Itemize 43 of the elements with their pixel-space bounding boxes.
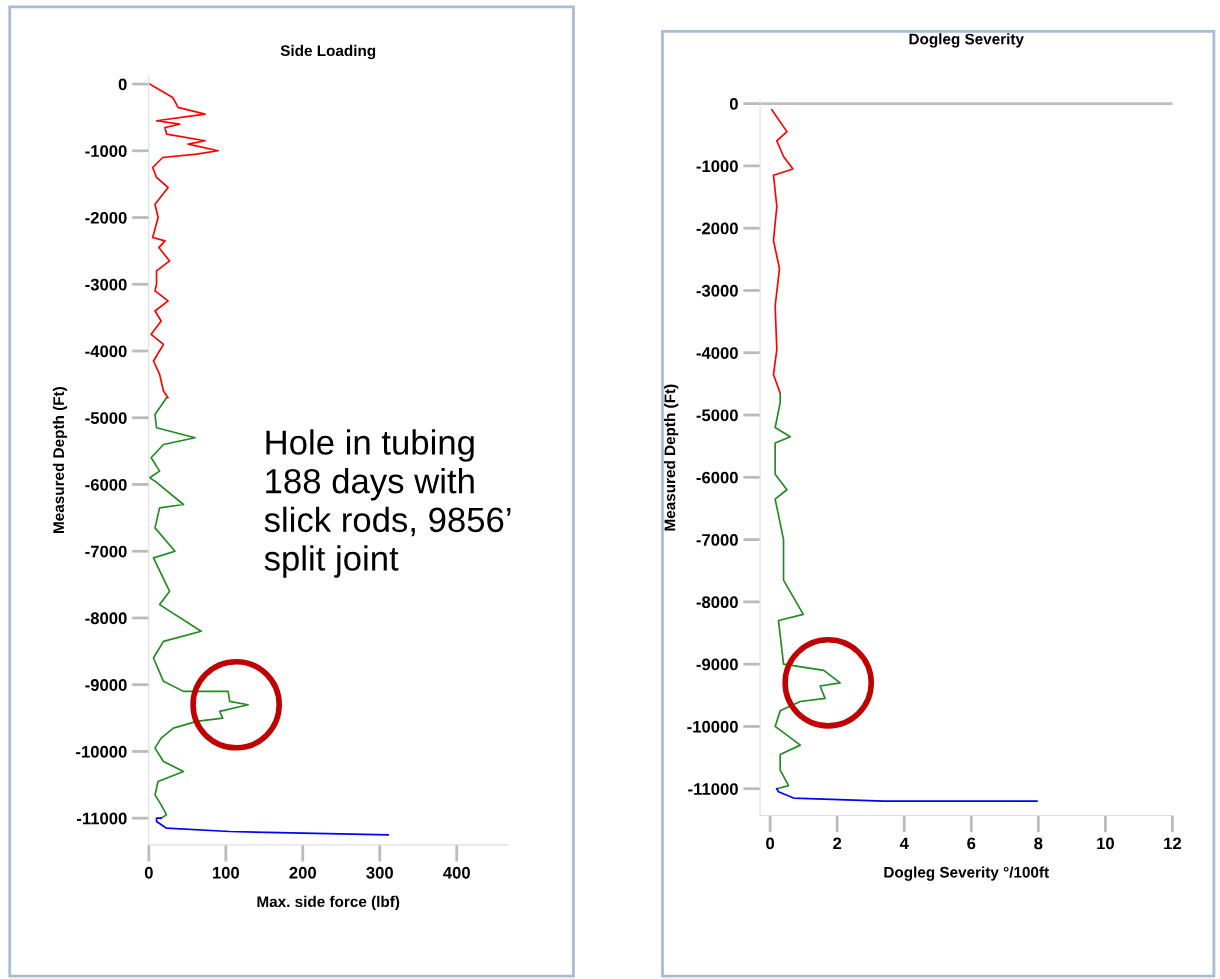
y-tick-label: -5000 [85,412,127,424]
y-tick-label: -8000 [85,612,127,625]
x-tick-label: 200 [289,866,316,879]
y-tick-label: -7000 [85,545,127,558]
y-axis-title: Measured Depth (Ft) [664,384,679,531]
annotation: Hole in tubing 188 days with slick rods, 9856’ split joint [264,429,511,578]
y-tick-label: -1000 [696,160,738,173]
y-axis-title: Measured Depth (Ft) [52,387,68,533]
chart-title: Dogleg Severity [909,33,1024,48]
x-tick-label: 300 [366,866,393,879]
y-tick-label: -11000 [688,783,738,795]
x-tick-label: 400 [443,866,470,879]
x-tick-label: 4 [899,837,909,850]
y-tick-label: -11000 [76,812,127,825]
y-tick-label: -3000 [696,284,738,297]
x-tick-label: 10 [1097,837,1114,850]
x-tick-label: 100 [212,866,240,879]
x-tick-label: 12 [1164,837,1182,850]
y-tick-label: -10000 [687,720,738,733]
x-axis-title: Max. side force (lbf) [257,895,400,911]
x-tick-label: 8 [1034,837,1043,850]
y-tick-label: -8000 [696,596,738,609]
y-tick-label: -9000 [85,679,127,691]
y-tick-label: -4000 [696,347,738,359]
y-tick-label: 0 [729,98,738,110]
y-tick-label: -4000 [85,345,127,358]
y-tick-label: -3000 [85,278,127,291]
y-tick-label: 0 [118,78,127,91]
y-tick-label: -2000 [696,222,738,235]
y-tick-label: -10000 [76,745,127,758]
y-tick-label: -1000 [85,145,127,157]
y-tick-label: -2000 [85,211,127,224]
x-tick-label: 0 [766,837,775,850]
y-tick-label: -5000 [696,409,738,422]
chart-title: Side Loading [280,44,376,60]
x-axis-title: Dogleg Severity °/100ft [884,866,1049,881]
y-tick-label: -6000 [696,471,738,484]
y-tick-label: -6000 [85,478,127,491]
x-tick-label: 6 [967,837,976,850]
y-tick-label: -7000 [696,533,738,546]
y-tick-label: -9000 [696,658,738,671]
x-tick-label: 2 [833,837,842,850]
x-tick-label: 0 [144,866,153,879]
